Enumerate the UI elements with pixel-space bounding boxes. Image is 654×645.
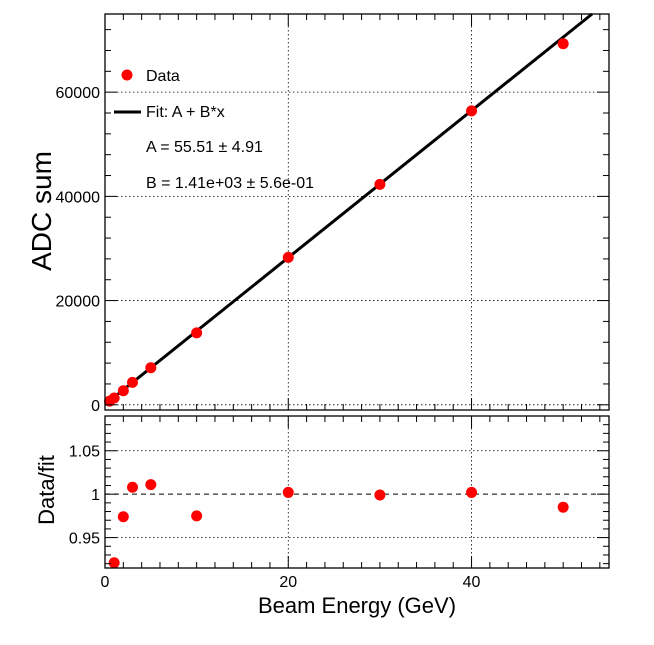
main-y-axis-label: ADC sum bbox=[26, 151, 57, 271]
data-point bbox=[557, 38, 569, 50]
ratio-point bbox=[191, 510, 203, 522]
legend: Data Fit: A + B*x A = 55.51 ± 4.91 B = 1… bbox=[114, 68, 314, 192]
data-point bbox=[108, 392, 120, 404]
ratio-ticks bbox=[104, 415, 609, 568]
legend-param-a: A = 55.51 ± 4.91 bbox=[146, 139, 263, 156]
y-tick-label: 0.95 bbox=[69, 531, 100, 548]
y-tick-label: 1.05 bbox=[69, 444, 100, 461]
ratio-grid bbox=[105, 416, 609, 568]
data-point bbox=[126, 376, 138, 388]
data-point bbox=[282, 251, 294, 263]
ratio-point bbox=[374, 489, 386, 501]
x-tick-labels: 0 20 40 bbox=[101, 574, 481, 591]
ratio-point bbox=[108, 557, 120, 569]
ratio-point bbox=[282, 486, 294, 498]
x-tick-label: 40 bbox=[463, 574, 481, 591]
y-tick-label: 40000 bbox=[56, 189, 101, 206]
legend-param-b: B = 1.41e+03 ± 5.6e-01 bbox=[146, 175, 314, 192]
ratio-y-tick-labels: 0.95 1 1.05 bbox=[69, 444, 100, 548]
main-grid bbox=[105, 14, 609, 410]
legend-fit-label: Fit: A + B*x bbox=[146, 104, 225, 121]
main-panel: 0 20000 40000 60000 ADC sum Data Fit: A + B… bbox=[26, 12, 610, 415]
ratio-frame bbox=[104, 415, 610, 569]
x-axis-label: Beam Energy (GeV) bbox=[258, 593, 456, 618]
main-frame bbox=[104, 13, 610, 411]
y-tick-label: 1 bbox=[91, 487, 100, 504]
y-tick-label: 20000 bbox=[56, 294, 101, 311]
fit-line bbox=[104, 12, 594, 406]
legend-data-label: Data bbox=[146, 68, 180, 85]
data-point bbox=[145, 362, 157, 374]
y-tick-label: 0 bbox=[91, 398, 100, 415]
main-y-tick-labels: 0 20000 40000 60000 bbox=[56, 85, 101, 415]
main-ticks bbox=[104, 14, 609, 410]
main-data-points bbox=[104, 38, 569, 407]
data-point bbox=[117, 385, 129, 397]
ratio-point bbox=[557, 501, 569, 513]
legend-data-marker bbox=[121, 69, 133, 81]
data-point bbox=[466, 105, 478, 117]
ratio-point bbox=[117, 511, 129, 523]
x-tick-label: 0 bbox=[101, 574, 110, 591]
ratio-panel: 0.95 1 1.05 0 20 40 Data/fit Beam Energy (Ge… bbox=[34, 415, 610, 618]
ratio-point bbox=[126, 481, 138, 493]
ratio-data-points bbox=[108, 479, 569, 569]
data-point bbox=[374, 178, 386, 190]
ratio-point bbox=[145, 479, 157, 491]
x-tick-label: 20 bbox=[279, 574, 297, 591]
data-point bbox=[191, 327, 203, 339]
ratio-point bbox=[466, 486, 478, 498]
ratio-y-axis-label: Data/fit bbox=[34, 455, 59, 525]
y-tick-label: 60000 bbox=[56, 85, 101, 102]
